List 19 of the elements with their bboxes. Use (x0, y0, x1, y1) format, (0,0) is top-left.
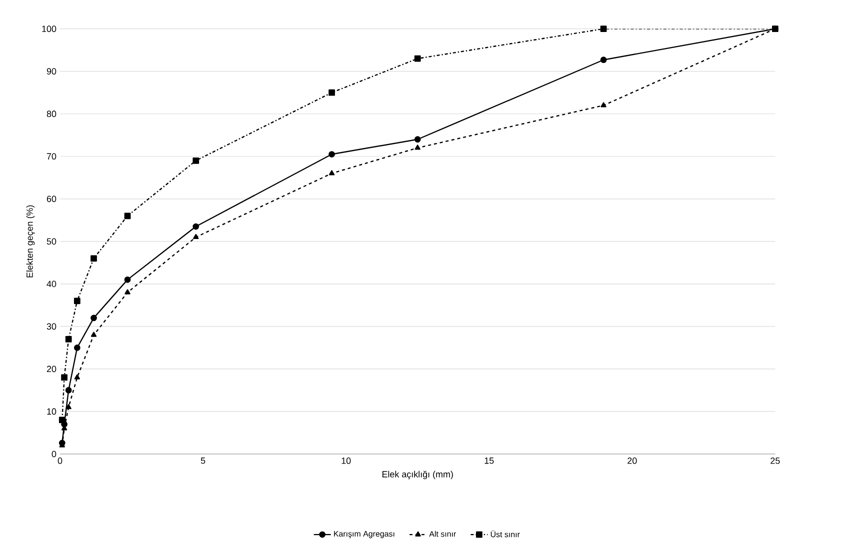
x-tick-label: 25 (770, 458, 780, 464)
x-tick-label: 15 (484, 458, 494, 464)
y-tick-label: 0 (52, 450, 56, 458)
x-tick-label: 10 (342, 458, 351, 464)
y-tick-label: 50 (46, 238, 56, 245)
y-tick-label: 30 (46, 323, 56, 330)
y-tick-label: 40 (46, 280, 56, 288)
y-tick-label: 10 (47, 408, 56, 415)
x-tick-label: 5 (200, 458, 206, 464)
y-tick-label: 80 (46, 110, 56, 118)
x-axis-title: Elek açıklığı (mm) (382, 470, 453, 480)
y-tick-label: 60 (46, 196, 56, 202)
y-axis-title: Elekten geçen (%) (26, 205, 35, 278)
x-tick-label: 20 (628, 458, 637, 464)
y-tick-label: 20 (46, 366, 56, 372)
x-tick-label: 0 (58, 458, 62, 464)
y-tick-label: 70 (46, 153, 56, 160)
y-tick-label: 90 (46, 68, 56, 75)
y-tick-label: 100 (42, 26, 56, 32)
